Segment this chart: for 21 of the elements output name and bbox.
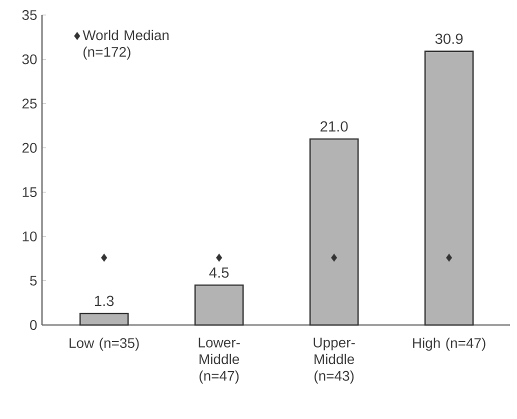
bar bbox=[194, 284, 244, 326]
y-tick-label: 0 bbox=[30, 320, 37, 330]
x-tick-label: Lower-Middle (n=47) bbox=[198, 338, 240, 384]
data-label: 1.3 bbox=[95, 296, 114, 306]
data-label: 30.9 bbox=[435, 34, 463, 44]
x-tick-label: Upper-Middle (n=43) bbox=[314, 338, 355, 384]
data-label: 4.5 bbox=[209, 268, 229, 278]
y-tick-label: 30 bbox=[22, 54, 37, 64]
bar bbox=[309, 138, 359, 326]
x-tick-label: High (n=47) bbox=[413, 338, 486, 351]
y-tick-label: 10 bbox=[22, 231, 37, 242]
y-tick-label: 5 bbox=[30, 276, 37, 286]
x-tick-label: Low (n=35) bbox=[70, 338, 139, 351]
bar bbox=[424, 50, 474, 326]
legend-label: World Median (n=172) bbox=[82, 30, 169, 60]
data-label: 21.0 bbox=[320, 121, 348, 132]
y-tick-label: 20 bbox=[22, 142, 37, 153]
y-tick-label: 25 bbox=[22, 98, 37, 109]
bar bbox=[79, 312, 129, 326]
y-tick-label: 15 bbox=[22, 187, 37, 198]
y-tick-label: 35 bbox=[22, 10, 37, 20]
